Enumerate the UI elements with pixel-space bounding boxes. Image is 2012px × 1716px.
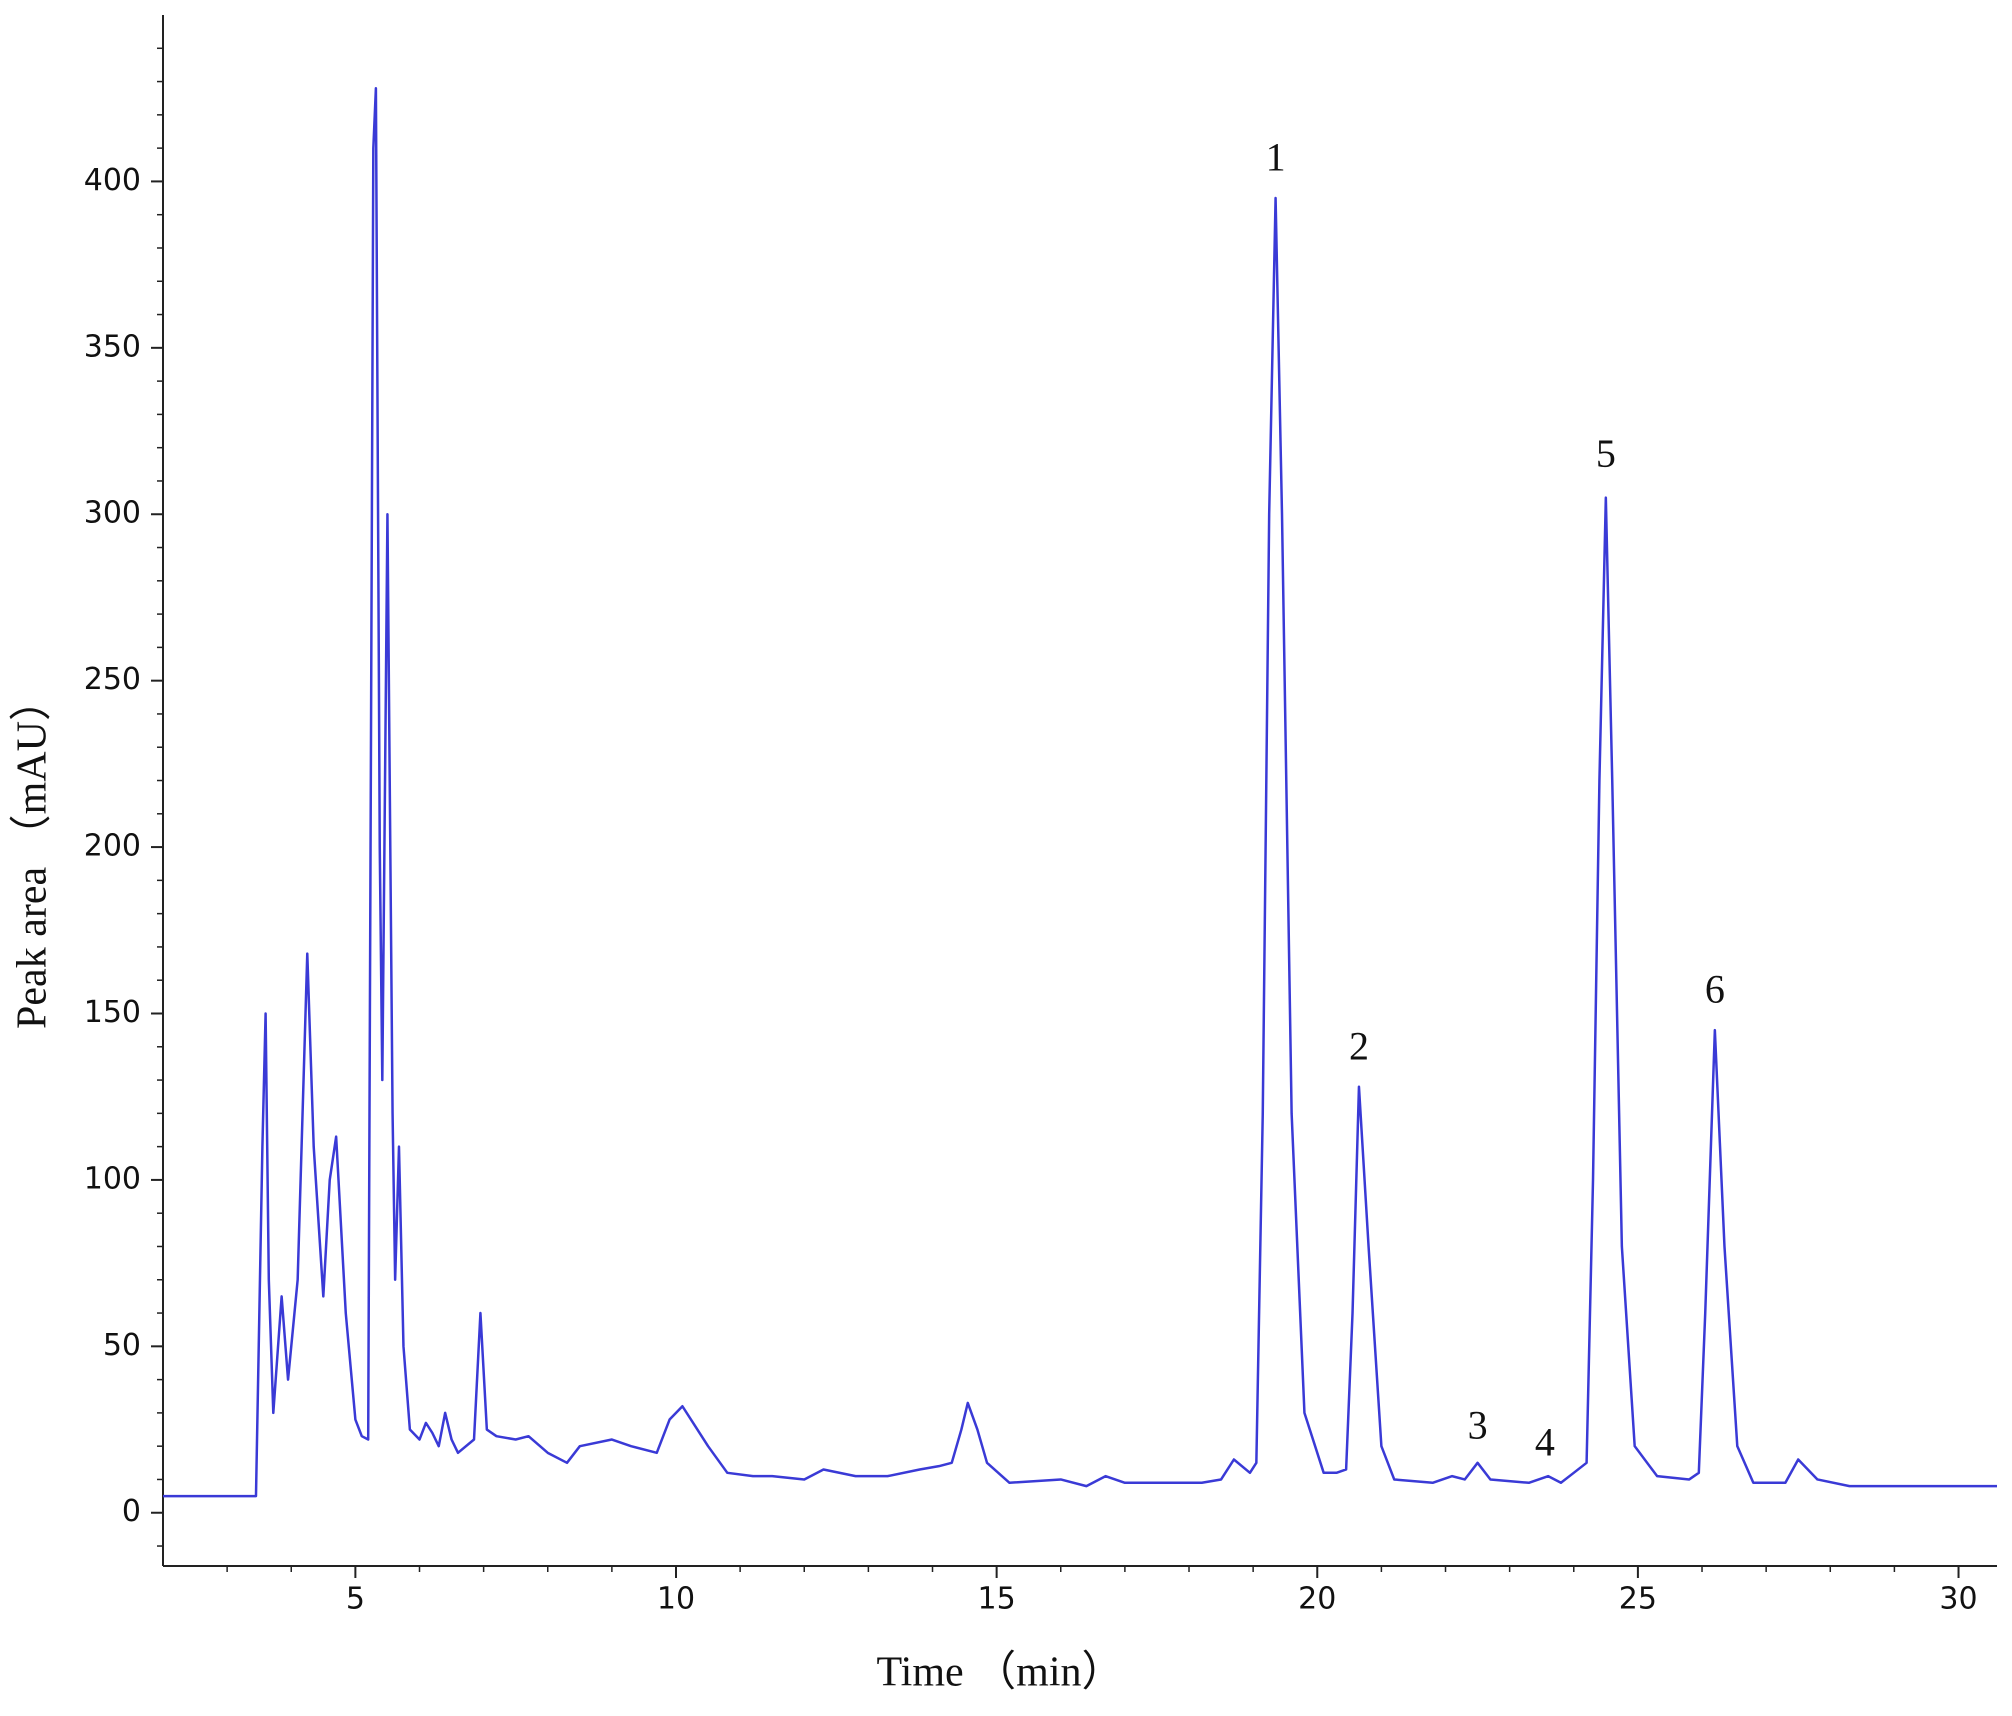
peak-label: 5 bbox=[1596, 431, 1616, 476]
x-tick-label: 20 bbox=[1298, 1582, 1336, 1617]
peak-label: 2 bbox=[1349, 1023, 1369, 1068]
chromatogram-line bbox=[163, 86, 1997, 1498]
peak-label: 1 bbox=[1266, 135, 1286, 180]
y-tick-label: 0 bbox=[122, 1494, 141, 1529]
y-tick-label: 200 bbox=[84, 829, 141, 864]
x-tick-label: 10 bbox=[657, 1582, 695, 1617]
x-tick-label: 30 bbox=[1939, 1582, 1977, 1617]
y-tick-label: 400 bbox=[84, 163, 141, 198]
peak-label: 3 bbox=[1468, 1403, 1488, 1448]
x-tick-label: 15 bbox=[978, 1582, 1016, 1617]
x-axis-title: Time （min） bbox=[877, 1650, 1124, 1696]
x-tick-label: 5 bbox=[346, 1582, 365, 1617]
peak-label: 6 bbox=[1705, 967, 1725, 1012]
x-tick-label: 25 bbox=[1619, 1582, 1657, 1617]
peak-label: 4 bbox=[1535, 1419, 1555, 1464]
y-tick-label: 300 bbox=[84, 496, 141, 531]
y-tick-label: 150 bbox=[84, 995, 141, 1030]
y-tick-label: 100 bbox=[84, 1161, 141, 1196]
y-tick-label: 50 bbox=[103, 1328, 141, 1363]
y-tick-label: 250 bbox=[84, 662, 141, 697]
y-tick-label: 350 bbox=[84, 329, 141, 364]
y-axis-title: Peak area （mAU） bbox=[10, 679, 56, 1029]
